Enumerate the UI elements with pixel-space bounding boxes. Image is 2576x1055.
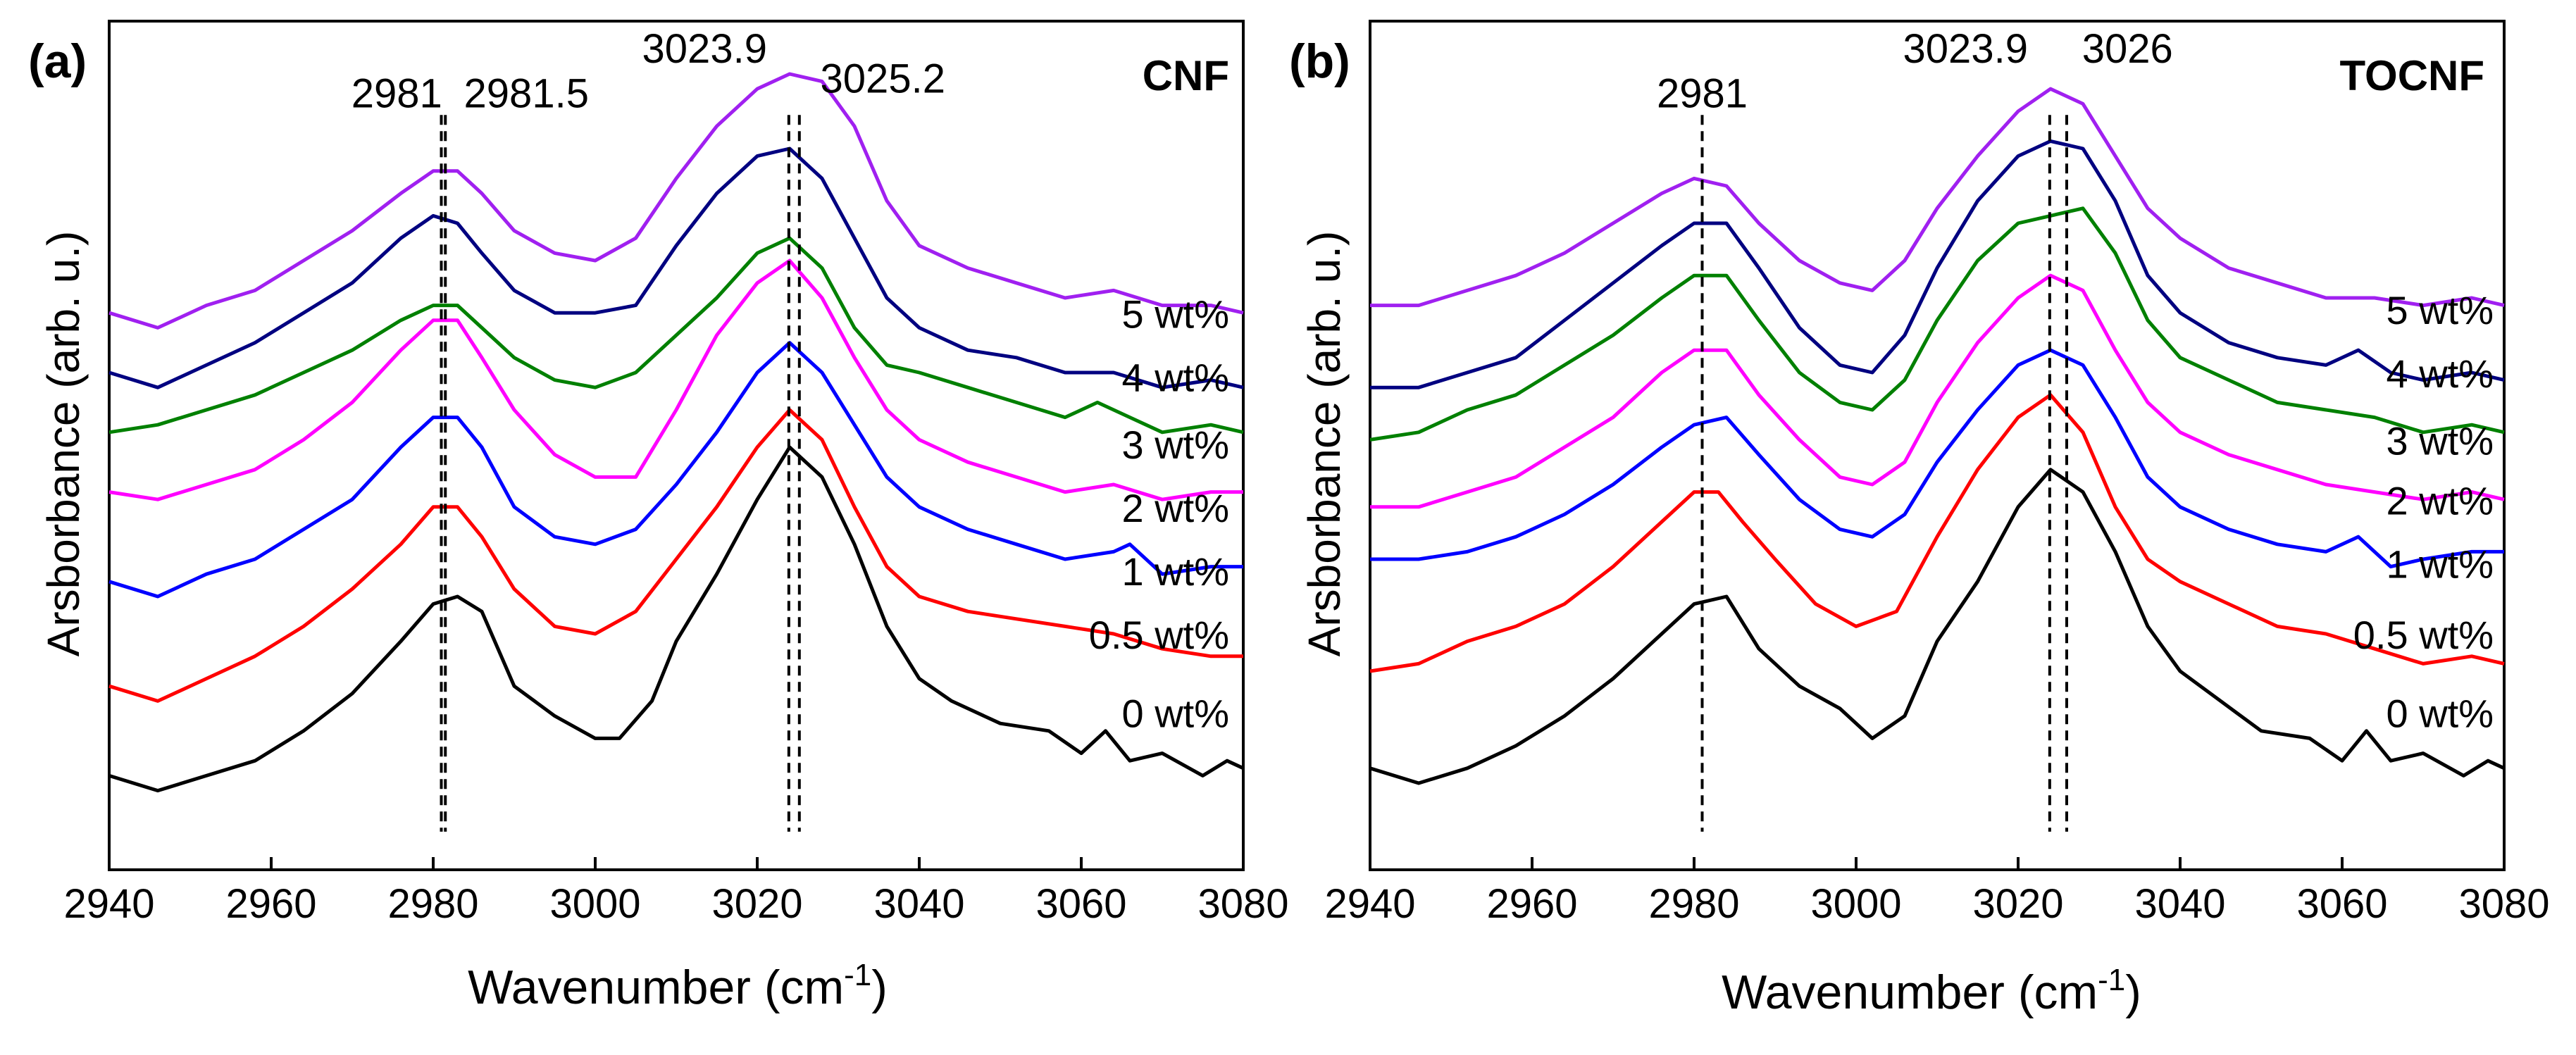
series-label-b-4: 3 wt% — [2387, 419, 2494, 463]
x-tick-label-b-2960: 2960 — [1486, 881, 1577, 927]
series-line-a-3 — [108, 258, 1243, 501]
reference-label-b-2: 3026 — [2082, 26, 2173, 72]
series-line-b-1 — [1369, 393, 2505, 673]
x-axis-label-text-b: Wavenumber (cm — [1722, 966, 2098, 1019]
series-line-a-2 — [108, 341, 1243, 599]
series-line-b-0 — [1369, 468, 2506, 785]
series-label-a-4: 3 wt% — [1122, 423, 1230, 467]
series-label-a-3: 2 wt% — [1122, 486, 1230, 530]
x-tick-label-b-3020: 3020 — [1972, 881, 2063, 927]
x-tick-label-b-3080: 3080 — [2458, 881, 2549, 927]
series-label-b-6: 5 wt% — [2387, 288, 2494, 332]
plot-area-b: 2940 2960 2980 3000 3020 3040 3060 3080 0 wt% 0.5… — [1324, 20, 2550, 927]
series-line-a-1 — [108, 408, 1243, 703]
x-tick-label-b-2980: 2980 — [1648, 881, 1739, 927]
x-tick-label-a-3080: 3080 — [1197, 881, 1288, 927]
series-line-b-2 — [1370, 348, 2504, 569]
panel-b: (b) TOCNF Arsborbance (arb. u.) Wavenumb… — [1289, 20, 2550, 1019]
x-axis-label-b: Wavenumber (cm-1) — [1722, 963, 2141, 1019]
x-tick-label-a-3060: 3060 — [1035, 881, 1126, 927]
x-tick-label-b-3060: 3060 — [2296, 881, 2387, 927]
panel-a: (a) CNF Arsborbance (arb. u.) Wavenumber… — [28, 20, 1289, 1014]
plot-frame-a — [108, 20, 1245, 871]
series-line-b-3 — [1370, 273, 2505, 509]
series-label-b-5: 4 wt% — [2387, 351, 2494, 396]
reference-label-b-0: 2981 — [1657, 71, 1748, 117]
x-tick-label-b-3040: 3040 — [2134, 881, 2225, 927]
plot-area-a: 2940 2960 2980 3000 3020 3040 3060 3080 0 wt% 0.5… — [63, 20, 1289, 927]
x-tick-label-b-2940: 2940 — [1324, 881, 1415, 927]
x-axis-label-close-a: ) — [871, 961, 888, 1014]
x-tick-label-a-2940: 2940 — [63, 881, 154, 927]
panel-title-a: CNF — [1143, 52, 1229, 99]
x-axis-label-a: Wavenumber (cm-1) — [468, 958, 888, 1014]
x-axis-label-text-a: Wavenumber (cm — [468, 961, 844, 1014]
series-line-a-0 — [108, 445, 1245, 793]
panel-label-b: (b) — [1289, 35, 1350, 88]
x-tick-label-a-3000: 3000 — [549, 881, 640, 927]
series-label-a-2: 1 wt% — [1122, 549, 1230, 594]
series-line-a-6 — [108, 72, 1244, 330]
y-axis-label-b: Arsborbance (arb. u.) — [1299, 231, 1350, 657]
series-line-b-6 — [1370, 87, 2505, 308]
reference-label-b-1: 3023.9 — [1903, 26, 2028, 72]
series-line-b-4 — [1369, 206, 2505, 442]
series-label-a-6: 5 wt% — [1122, 292, 1230, 336]
series-label-a-0: 0 wt% — [1122, 692, 1230, 736]
panel-label-a: (a) — [28, 35, 87, 88]
series-line-a-5 — [108, 146, 1244, 389]
x-axis-label-sup-b: -1 — [2098, 963, 2125, 997]
x-axis-label-close-b: ) — [2125, 966, 2141, 1019]
series-label-a-1: 0.5 wt% — [1089, 613, 1229, 657]
series-label-b-1: 0.5 wt% — [2353, 613, 2494, 657]
x-tick-label-a-2980: 2980 — [387, 881, 478, 927]
series-label-b-3: 2 wt% — [2387, 478, 2494, 523]
x-axis-label-sup-a: -1 — [844, 958, 871, 992]
plot-frame-b — [1369, 20, 2506, 871]
x-tick-label-a-2960: 2960 — [225, 881, 316, 927]
reference-label-a-3: 3025.2 — [821, 56, 945, 102]
series-line-a-4 — [108, 236, 1244, 435]
reference-label-a-2: 3023.9 — [642, 26, 767, 72]
x-tick-label-b-3000: 3000 — [1810, 881, 1901, 927]
series-label-a-5: 4 wt% — [1122, 356, 1230, 400]
series-line-b-5 — [1370, 139, 2505, 389]
reference-label-a-0: 2981 — [351, 71, 442, 117]
panel-title-b: TOCNF — [2339, 52, 2484, 99]
x-tick-label-a-3040: 3040 — [873, 881, 964, 927]
y-axis-label-a: Arsborbance (arb. u.) — [38, 231, 89, 657]
x-tick-label-a-3020: 3020 — [711, 881, 802, 927]
reference-label-a-1: 2981.5 — [464, 71, 589, 117]
series-label-b-0: 0 wt% — [2387, 692, 2494, 736]
series-label-b-2: 1 wt% — [2387, 542, 2494, 587]
